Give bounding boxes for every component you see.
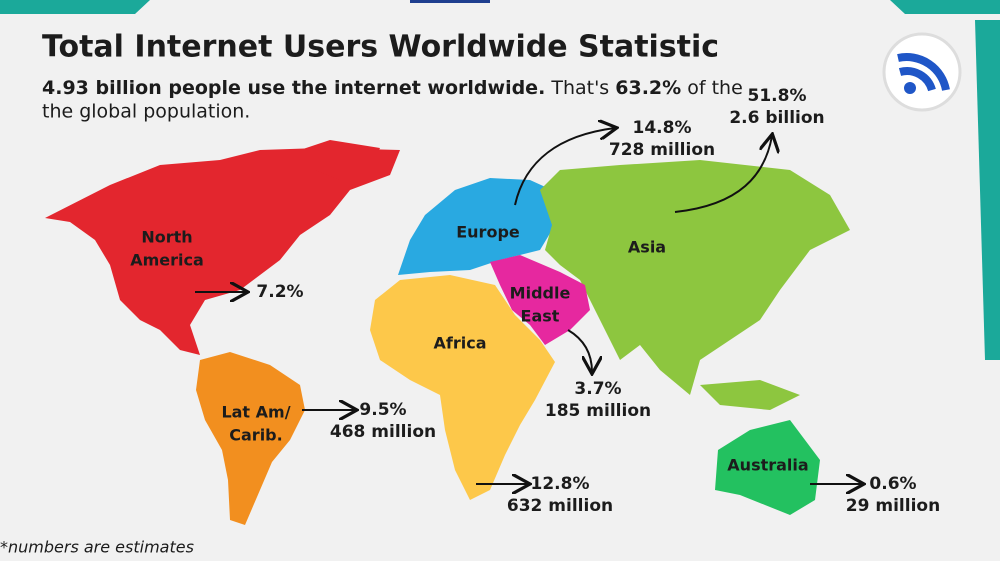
region-label: Carib. (229, 426, 282, 445)
subtitle-share: 63.2% (615, 77, 681, 99)
arrow (514, 128, 615, 206)
region-users: 632 million (507, 496, 613, 516)
region-share: 14.8% (633, 118, 692, 138)
region-share: 0.6% (869, 474, 916, 494)
region-label: Lat Am/ (221, 403, 290, 422)
region-share: 3.7% (574, 379, 621, 399)
region-users: 2.6 billion (729, 108, 824, 128)
region-label: North (141, 228, 192, 247)
australia (715, 420, 820, 515)
labels: North America 7.2% Europe 14.8%728 million As… (130, 86, 940, 516)
subtitle: 4.93 billion people use the internet wor… (42, 77, 743, 99)
region-users: 728 million (609, 140, 715, 160)
subtitle-text: of the (687, 77, 743, 99)
decor-top-right (890, 0, 1000, 14)
subtitle-line2: the global population. (42, 101, 250, 123)
region-label: Asia (628, 238, 666, 257)
region-label: America (130, 251, 204, 270)
region-share: 12.8% (531, 474, 590, 494)
middle-east (490, 255, 590, 345)
region-users: 29 million (846, 496, 940, 516)
region-label: Australia (727, 456, 808, 475)
arrow (567, 329, 592, 372)
region-share: 7.2% (256, 282, 303, 302)
subtitle-lead: 4.93 billion people use the internet wor… (42, 77, 545, 99)
region-share: 9.5% (359, 400, 406, 420)
region-label: Africa (434, 334, 487, 353)
decor-top (410, 0, 490, 3)
subtitle-text: That's (550, 77, 609, 99)
region-users: 185 million (545, 401, 651, 421)
region-users: 468 million (330, 422, 436, 442)
wifi-icon (882, 32, 962, 112)
region-label: Europe (456, 223, 520, 242)
footnote: *numbers are estimates (0, 538, 194, 557)
title: Total Internet Users Worldwide Statistic (42, 30, 719, 65)
se-asia-islands (700, 380, 800, 410)
region-label: Middle (510, 284, 571, 303)
decor-right (975, 20, 1000, 360)
latin-america (196, 352, 305, 525)
decor-top-left (0, 0, 150, 14)
region-share: 51.8% (748, 86, 807, 106)
north-america (45, 148, 400, 355)
asia (540, 160, 850, 395)
africa (370, 275, 555, 500)
region-label: East (521, 307, 560, 326)
arrow (674, 136, 772, 213)
greenland (300, 140, 380, 180)
